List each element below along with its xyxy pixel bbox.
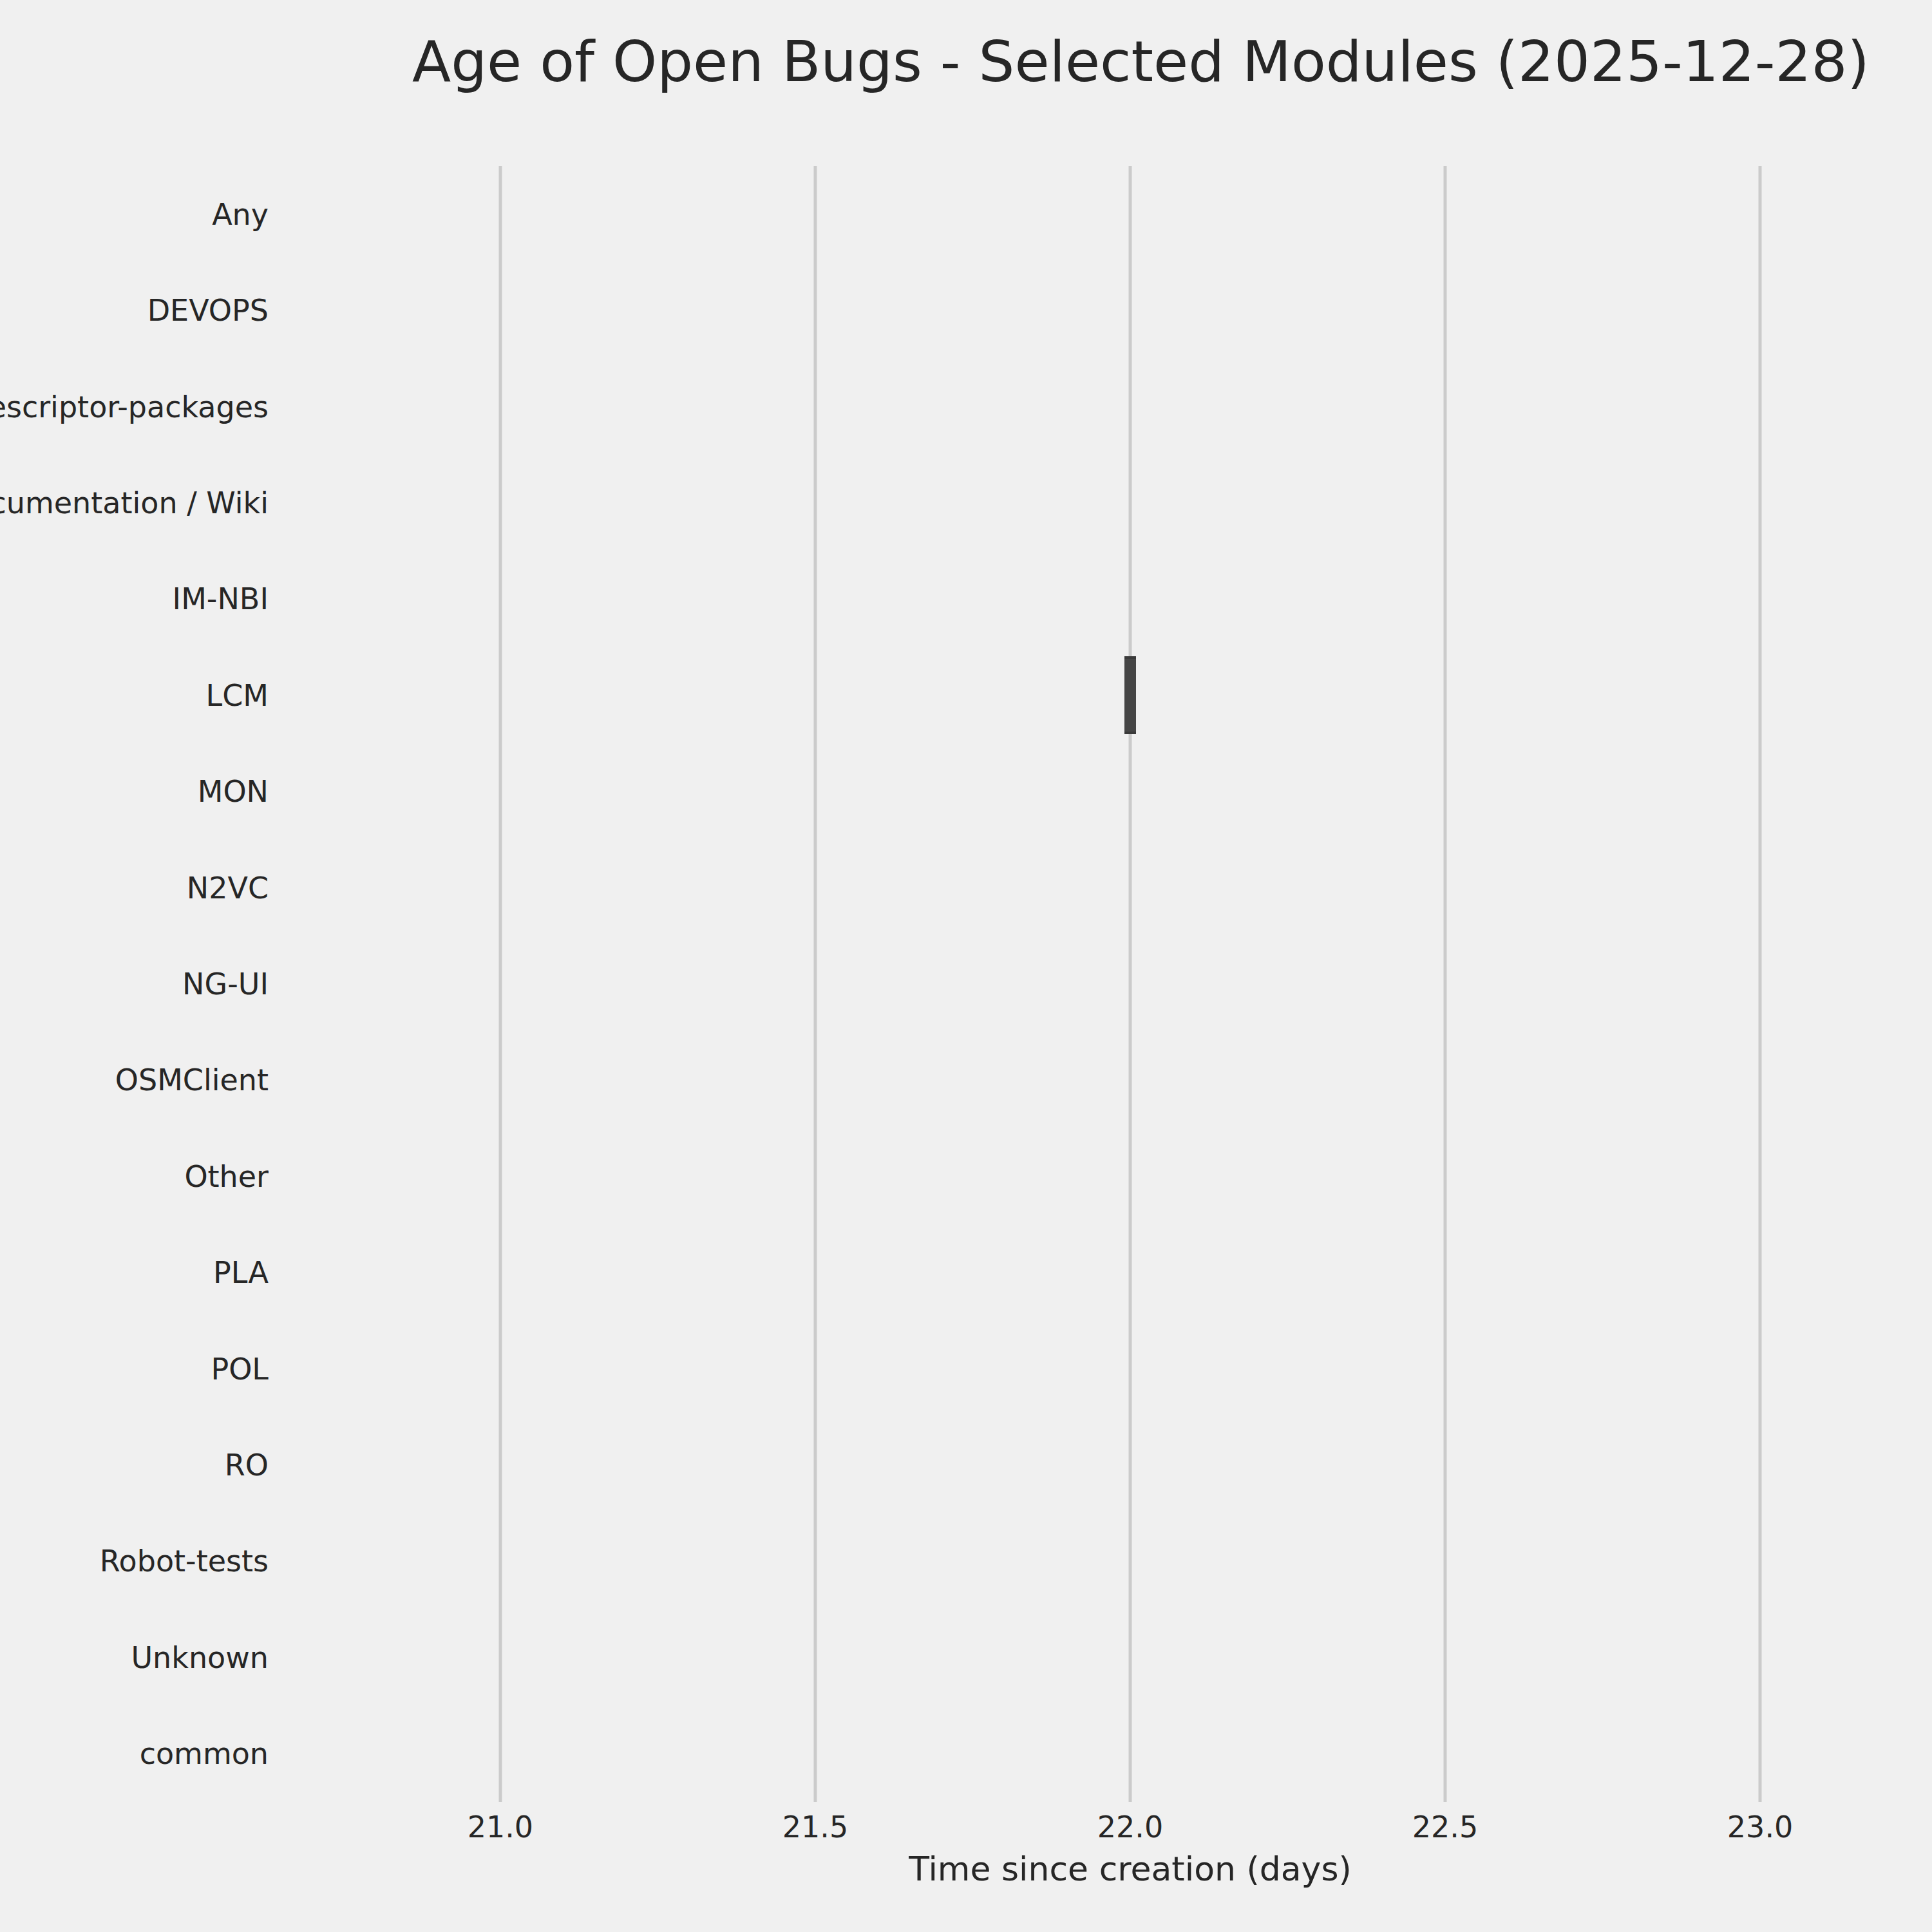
plot-area	[412, 166, 1848, 1802]
chart-title: Age of Open Bugs - Selected Modules (202…	[412, 28, 1848, 95]
y-tick-label-common: common	[0, 1706, 269, 1802]
boxplot-box-lcm	[1124, 656, 1136, 734]
y-tick-label-other: Other	[0, 1128, 269, 1224]
x-tick-label-21.0: 21.0	[468, 1810, 533, 1844]
y-tick-label-lcm: LCM	[0, 647, 269, 743]
x-axis-label: Time since creation (days)	[412, 1850, 1848, 1888]
gridline-23.0	[1759, 166, 1762, 1802]
y-tick-label-ng-ui: NG-UI	[0, 936, 269, 1032]
gridline-22.0	[1129, 166, 1132, 1802]
y-tick-label-n2vc: N2VC	[0, 840, 269, 936]
figure: Age of Open Bugs - Selected Modules (202…	[0, 0, 1932, 1932]
y-tick-label-pla: PLA	[0, 1225, 269, 1321]
y-tick-label-any: Any	[0, 166, 269, 262]
gridline-21.0	[498, 166, 502, 1802]
y-tick-label-documentation-wiki: Documentation / Wiki	[0, 455, 269, 551]
y-tick-label-pol: POL	[0, 1321, 269, 1417]
gridline-22.5	[1444, 166, 1447, 1802]
y-tick-label-osmclient: OSMClient	[0, 1032, 269, 1128]
gridline-21.5	[813, 166, 817, 1802]
y-tick-label-robot-tests: Robot-tests	[0, 1513, 269, 1609]
y-tick-label-mon: MON	[0, 743, 269, 839]
y-tick-label-unknown: Unknown	[0, 1609, 269, 1705]
y-tick-label-descriptor-packages: Descriptor-packages	[0, 359, 269, 455]
y-tick-label-im-nbi: IM-NBI	[0, 551, 269, 647]
y-axis-labels: AnyDEVOPSDescriptor-packagesDocumentatio…	[0, 166, 269, 1802]
x-tick-label-21.5: 21.5	[782, 1810, 848, 1844]
x-tick-label-22.5: 22.5	[1412, 1810, 1478, 1844]
y-tick-label-ro: RO	[0, 1417, 269, 1513]
x-tick-label-22.0: 22.0	[1097, 1810, 1163, 1844]
y-tick-label-devops: DEVOPS	[0, 262, 269, 358]
x-tick-label-23.0: 23.0	[1727, 1810, 1793, 1844]
